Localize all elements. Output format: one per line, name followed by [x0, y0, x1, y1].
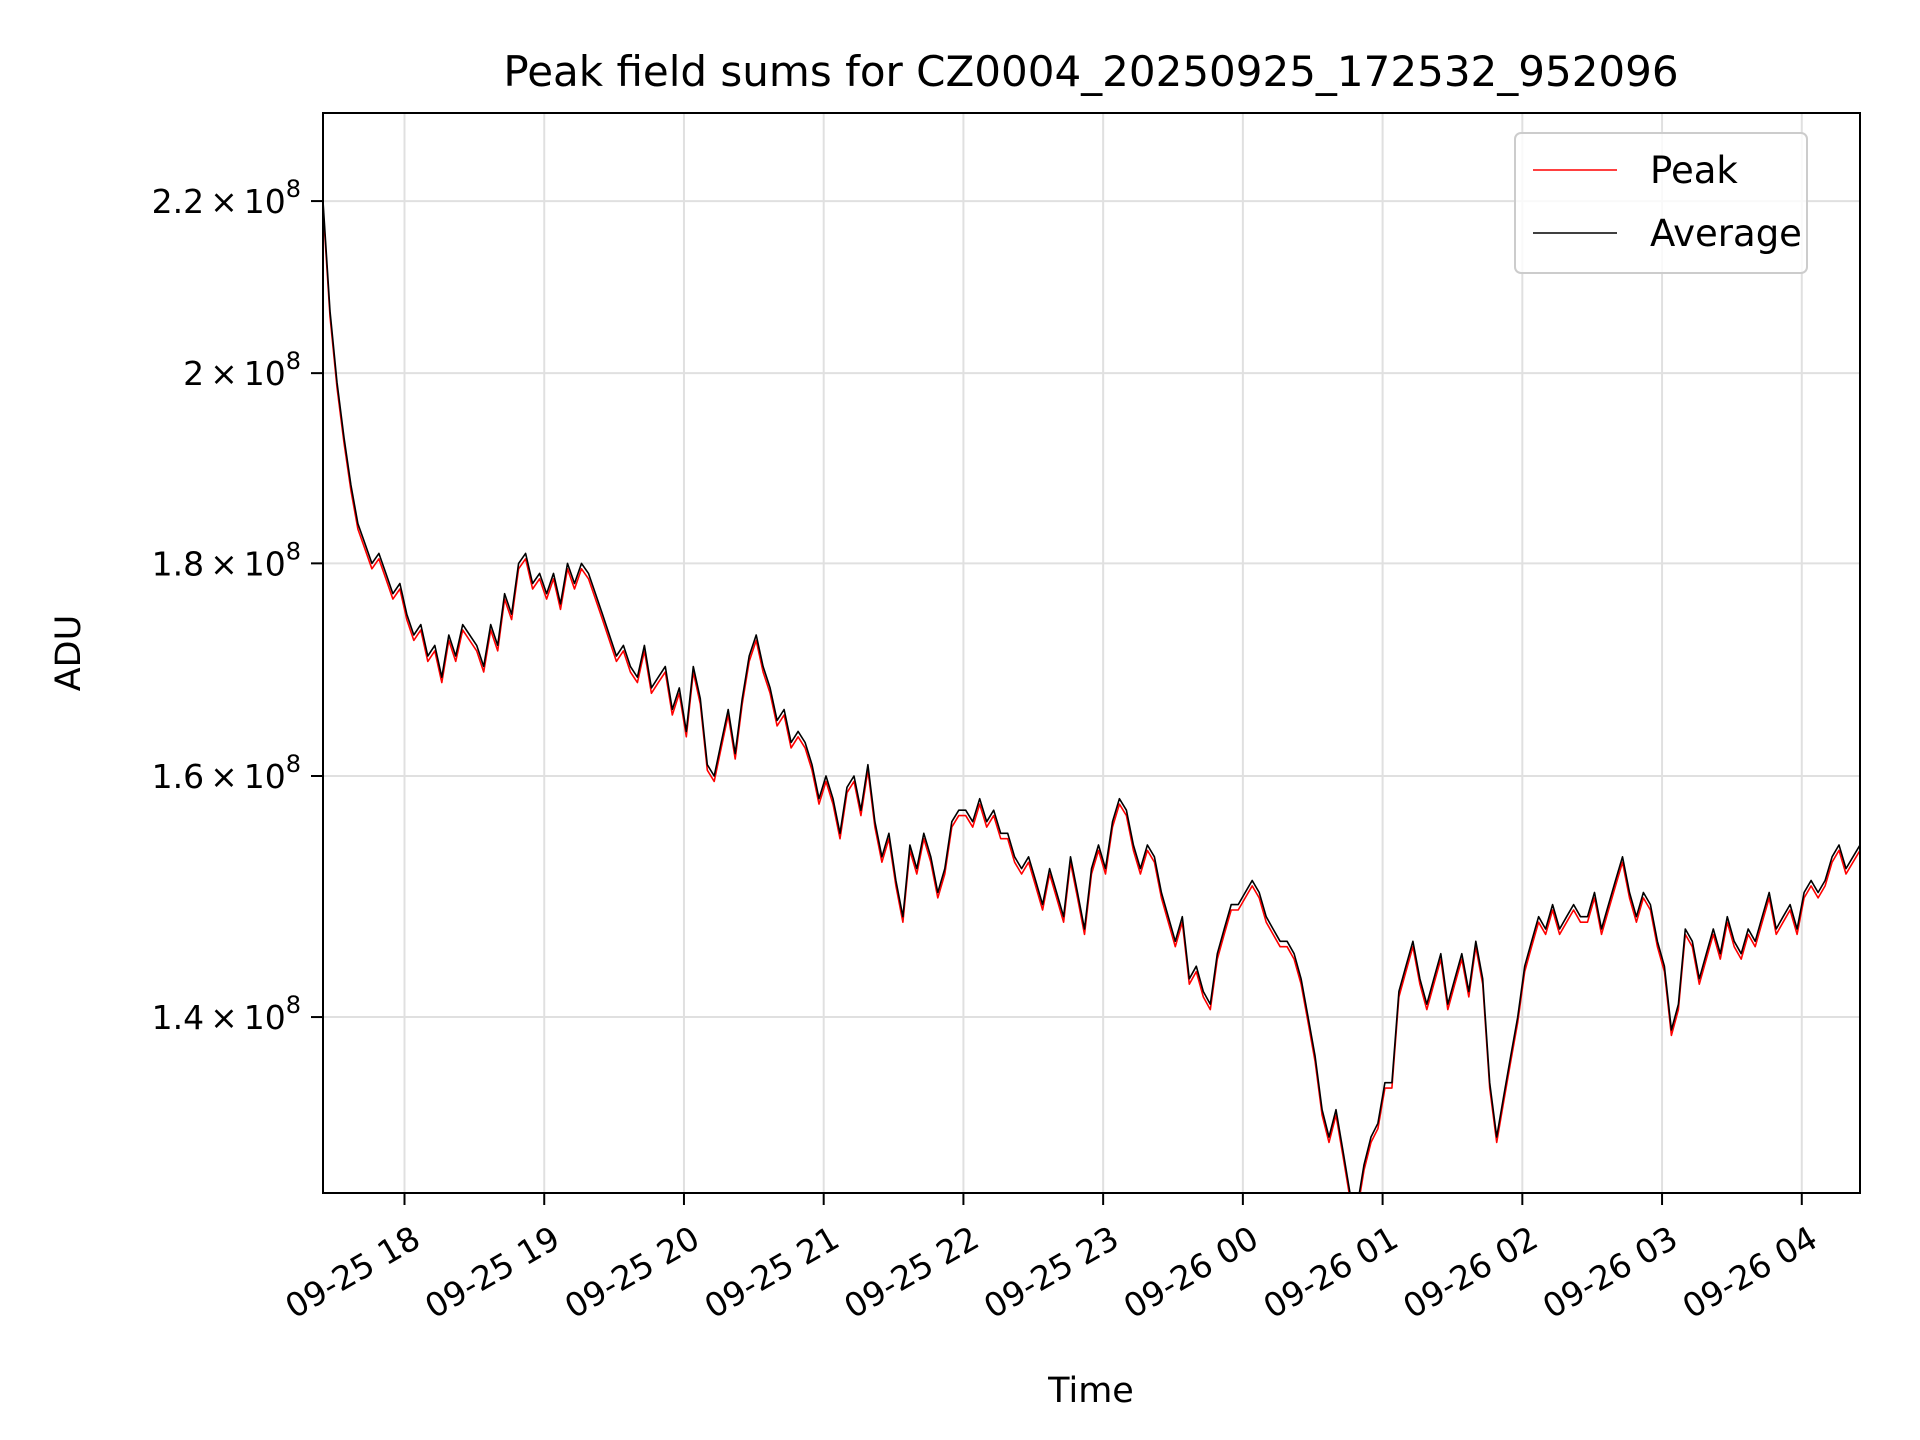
y-tick-label: 1.4 × 108: [152, 991, 301, 1037]
y-tick-exponent: 8: [286, 175, 301, 203]
plot-frame: [322, 112, 1861, 1194]
y-tick-exponent: 8: [286, 991, 301, 1019]
y-tick-times: ×: [210, 544, 238, 583]
legend-label-peak: Peak: [1650, 149, 1738, 192]
series-layer: [323, 201, 1860, 1193]
y-tick-base: 10: [244, 998, 286, 1037]
y-tick-base: 10: [244, 544, 286, 583]
y-tick-label: 1.8 × 108: [152, 537, 301, 583]
y-tick-base: 10: [244, 354, 286, 393]
y-tick-exponent: 8: [286, 750, 301, 778]
y-tick-times: ×: [210, 354, 238, 393]
legend: Peak Average: [1514, 132, 1808, 274]
y-tick-exponent: 8: [286, 537, 301, 565]
series-line-average: [323, 201, 1860, 1193]
y-tick-mantissa: 1.8: [152, 544, 204, 583]
grid: [323, 113, 1860, 1193]
y-tick-mantissa: 2.2: [152, 182, 204, 221]
y-tick-mantissa: 2: [183, 354, 204, 393]
y-tick-exponent: 8: [286, 347, 301, 375]
legend-label-average: Average: [1650, 212, 1802, 255]
y-tick-label: 2.2 × 108: [152, 175, 301, 221]
y-tick-times: ×: [210, 182, 238, 221]
chart-title: Peak field sums for CZ0004_20250925_1725…: [503, 47, 1678, 96]
y-tick-label: 2 × 108: [183, 347, 301, 393]
y-tick-mantissa: 1.6: [152, 757, 204, 796]
y-tick-times: ×: [210, 998, 238, 1037]
y-tick-times: ×: [210, 757, 238, 796]
y-tick-label: 1.6 × 108: [152, 750, 301, 796]
y-tick-base: 10: [244, 757, 286, 796]
x-axis-title: Time: [1047, 1371, 1134, 1411]
y-tick-base: 10: [244, 182, 286, 221]
legend-box: [1514, 132, 1808, 274]
y-axis-title: ADU: [49, 615, 89, 692]
y-tick-mantissa: 1.4: [152, 998, 204, 1037]
